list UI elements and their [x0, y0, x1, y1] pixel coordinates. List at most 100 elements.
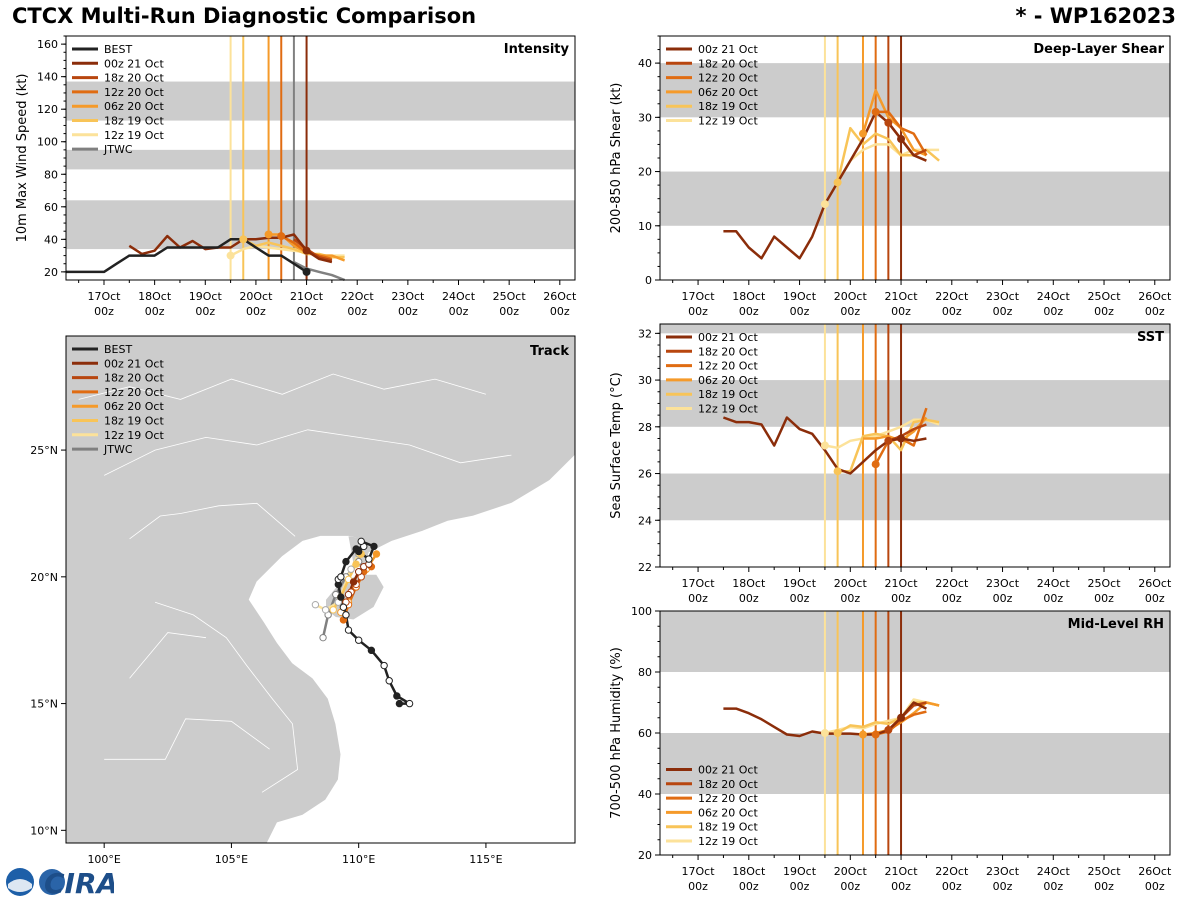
- x-tick-label: 18Oct: [732, 865, 766, 878]
- x-tick-label: 24Oct: [442, 290, 476, 303]
- track-point: [349, 578, 358, 586]
- y-tick-label: 30: [638, 111, 652, 124]
- panel-title: Mid-Level RH: [1068, 617, 1164, 632]
- panel-title: Deep-Layer Shear: [1033, 42, 1164, 57]
- track-point: [372, 550, 381, 558]
- track-point: [311, 601, 320, 609]
- x-tick-label: 17Oct: [87, 290, 121, 303]
- x-tick-sublabel: 00z: [195, 305, 215, 318]
- x-tick-sublabel: 00z: [739, 880, 759, 893]
- lat-tick-label: 25°N: [30, 444, 58, 457]
- map-frame: [65, 335, 576, 844]
- x-tick-sublabel: 00z: [840, 592, 860, 605]
- y-tick-label: 24: [638, 514, 652, 527]
- x-tick-label: 25Oct: [493, 290, 527, 303]
- cira-logo-text: CIRA: [44, 867, 114, 898]
- intensity-panel: 20 40 60 80 100 120 140 160 17Oct 00z 18Oct 00z 19Oc…: [15, 35, 577, 318]
- x-tick-sublabel: 00z: [739, 305, 759, 318]
- y-tick-label: 40: [638, 788, 652, 801]
- x-tick-sublabel: 00z: [1094, 592, 1114, 605]
- track-point: [385, 677, 393, 685]
- legend-label: 12z 20 Oct: [698, 792, 758, 805]
- track-point: [319, 633, 327, 642]
- y-tick-label: 80: [638, 666, 652, 679]
- x-tick-sublabel: 00z: [1043, 592, 1063, 605]
- legend-label: 12z 20 Oct: [698, 72, 758, 85]
- shaded-band: [66, 81, 575, 121]
- y-tick-label: 40: [638, 57, 652, 70]
- series-line: [293, 260, 346, 282]
- x-tick-label: 26Oct: [1138, 865, 1172, 878]
- track-point: [367, 646, 376, 655]
- legend-label: 00z 21 Oct: [698, 764, 758, 777]
- x-tick-sublabel: 00z: [942, 880, 962, 893]
- track-point: [321, 606, 330, 614]
- init-marker: [884, 118, 893, 127]
- sst-panel: 22 24 26 28 30 32 17Oct 00z 18Oct 00z 19Oct 00z 20Oc…: [609, 323, 1172, 605]
- track-point: [354, 636, 363, 644]
- y-tick-label: 0: [645, 274, 652, 287]
- legend-label: 18z 19 Oct: [104, 415, 164, 428]
- panel-title: Intensity: [504, 42, 570, 57]
- y-tick-label: 28: [638, 421, 652, 434]
- lat-tick-label: 15°N: [30, 698, 58, 711]
- track-point: [339, 603, 348, 611]
- x-tick-label: 21Oct: [885, 577, 919, 590]
- x-tick-label: 21Oct: [290, 290, 324, 303]
- legend-label: 06z 20 Oct: [104, 400, 164, 413]
- x-tick-sublabel: 00z: [347, 305, 367, 318]
- y-axis-label: 700-500 hPa Humidity (%): [609, 647, 624, 819]
- rh-panel: 20 40 60 80 100 17Oct 00z 18Oct 00z 19Oct 00z 20Oct…: [609, 605, 1172, 893]
- y-tick-label: 160: [37, 38, 58, 51]
- track-panel: 100°E 105°E 110°E 115°E 10°N 15°N 20°N 25°N Trac…: [30, 335, 576, 866]
- init-marker: [897, 434, 906, 443]
- x-tick-label: 18Oct: [138, 290, 172, 303]
- x-tick-label: 19Oct: [783, 290, 817, 303]
- x-tick-sublabel: 00z: [246, 305, 266, 318]
- init-marker: [264, 230, 273, 239]
- province-border: [78, 373, 487, 400]
- init-marker: [302, 267, 311, 276]
- x-tick-sublabel: 00z: [993, 880, 1013, 893]
- lat-tick-label: 20°N: [30, 571, 58, 584]
- y-tick-label: 100: [631, 605, 652, 618]
- legend-label: 00z 21 Oct: [104, 57, 164, 70]
- legend-label: 12z 19 Oct: [698, 835, 758, 848]
- legend-label: 18z 19 Oct: [698, 821, 758, 834]
- y-tick-label: 80: [44, 168, 58, 181]
- shaded-band: [660, 63, 1170, 118]
- y-tick-label: 20: [638, 849, 652, 862]
- init-marker: [833, 467, 842, 476]
- init-marker: [239, 235, 248, 244]
- panel-title: SST: [1137, 330, 1164, 345]
- x-tick-label: 19Oct: [189, 290, 223, 303]
- init-marker: [871, 107, 880, 116]
- track-point: [393, 692, 401, 700]
- track-point: [344, 626, 353, 634]
- series-line: [722, 416, 927, 475]
- init-marker: [833, 729, 842, 737]
- legend-label: 18z 20 Oct: [698, 778, 758, 791]
- x-tick-sublabel: 00z: [145, 305, 165, 318]
- x-tick-label: 18Oct: [732, 577, 766, 590]
- shaded-band: [66, 200, 575, 250]
- x-tick-label: 26Oct: [1138, 577, 1172, 590]
- x-tick-label: 23Oct: [986, 865, 1020, 878]
- legend-label: 06z 20 Oct: [698, 374, 758, 387]
- lon-tick-label: 100°E: [87, 853, 120, 866]
- x-tick-label: 22Oct: [935, 290, 969, 303]
- x-tick-sublabel: 00z: [1145, 880, 1165, 893]
- x-tick-sublabel: 00z: [993, 305, 1013, 318]
- init-marker: [833, 178, 842, 187]
- y-tick-label: 30: [638, 374, 652, 387]
- x-tick-label: 24Oct: [1037, 577, 1071, 590]
- mainland-shape: [66, 336, 575, 843]
- legend-label: BEST: [104, 343, 132, 356]
- x-tick-sublabel: 00z: [449, 305, 469, 318]
- legend-label: 12z 19 Oct: [104, 429, 164, 442]
- track-point: [347, 565, 355, 573]
- shear-panel: 0 10 20 30 40 17Oct 00z 18Oct 00z 19Oct 00z 20Oct 00…: [609, 35, 1172, 318]
- track-point: [342, 557, 350, 566]
- x-tick-sublabel: 00z: [1043, 305, 1063, 318]
- legend-label: 12z 19 Oct: [698, 403, 758, 416]
